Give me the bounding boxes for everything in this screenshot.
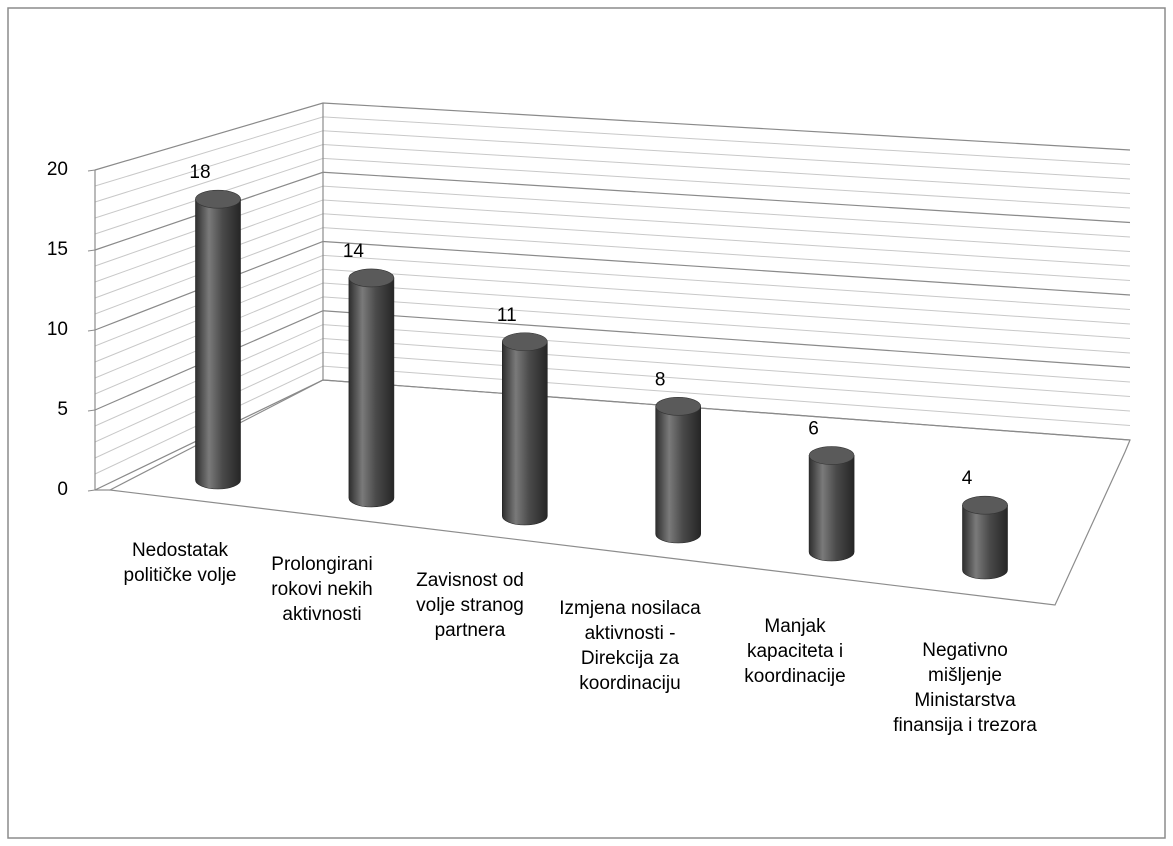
y-tick-mark <box>87 329 96 332</box>
grid-line <box>94 102 1131 171</box>
y-tick-label: 20 <box>47 159 68 180</box>
value-label: 14 <box>343 241 365 262</box>
x-tick-label: Manjak kapaciteta i koordinacije <box>744 616 846 687</box>
x-tick-label: Nedostatak političke volje <box>123 540 237 586</box>
bar <box>655 397 702 544</box>
y-tick-mark <box>87 249 96 252</box>
bar-body <box>195 198 241 490</box>
x-tick-label: Negativno mišljenje Ministarstva finansi… <box>893 640 1037 736</box>
value-label: 11 <box>497 305 517 326</box>
x-tick-label: Izmjena nosilaca aktivnosti - Direkcija … <box>559 598 701 694</box>
bar-top <box>962 495 1008 515</box>
bar-body <box>655 406 701 544</box>
y-tick-label: 10 <box>47 319 68 340</box>
bar <box>348 268 395 508</box>
y-tick-label: 5 <box>57 399 68 420</box>
value-label: 8 <box>655 369 666 390</box>
bar-top <box>655 397 702 416</box>
bar-top <box>348 268 395 288</box>
floor <box>107 379 1131 606</box>
bar <box>808 446 855 562</box>
bar-body <box>962 504 1008 580</box>
bar <box>962 495 1008 580</box>
value-label: 6 <box>808 419 819 440</box>
y-tick-mark <box>87 169 96 172</box>
value-label: 18 <box>189 162 210 183</box>
x-tick-label: Prolongirani rokovi nekih aktivnosti <box>271 554 373 625</box>
y-tick-mark <box>87 409 96 412</box>
y-tick-label: 15 <box>47 239 68 260</box>
bar-top <box>808 446 855 465</box>
bar-body <box>348 277 395 508</box>
bar-body <box>502 341 548 526</box>
bar <box>501 332 548 526</box>
grid-line <box>94 240 1131 331</box>
y-tick-mark <box>87 489 96 492</box>
bar-top <box>501 332 548 352</box>
grid-line <box>94 379 1131 491</box>
bar <box>195 189 241 490</box>
bar-top <box>195 189 241 209</box>
y-tick-label: 0 <box>57 479 68 500</box>
grid-line <box>94 310 1131 411</box>
bar-body <box>808 455 855 562</box>
x-tick-label: Zavisnost od volje stranog partnera <box>416 570 524 641</box>
value-label: 4 <box>962 468 973 489</box>
grid-line <box>94 171 1131 251</box>
